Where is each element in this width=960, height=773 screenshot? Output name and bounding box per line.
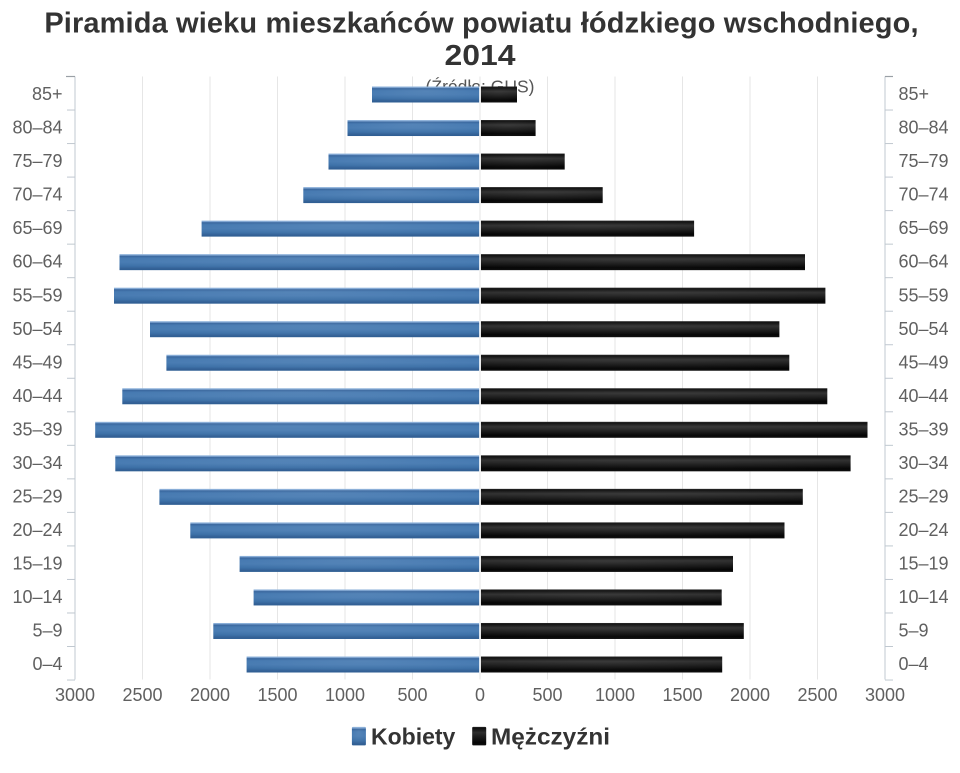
svg-text:80–84: 80–84 [12, 118, 62, 138]
svg-text:30–34: 30–34 [899, 453, 949, 473]
svg-text:5–9: 5–9 [899, 621, 929, 641]
svg-text:35–39: 35–39 [12, 419, 62, 439]
svg-text:10–14: 10–14 [899, 587, 949, 607]
svg-text:2014: 2014 [445, 40, 516, 72]
svg-text:30–34: 30–34 [12, 453, 62, 473]
svg-text:80–84: 80–84 [899, 118, 949, 138]
svg-text:0–4: 0–4 [32, 654, 62, 674]
svg-text:1500: 1500 [257, 685, 297, 705]
svg-text:65–69: 65–69 [12, 218, 62, 238]
svg-text:40–44: 40–44 [899, 386, 949, 406]
svg-text:5–9: 5–9 [32, 621, 62, 641]
svg-text:35–39: 35–39 [899, 419, 949, 439]
svg-text:3000: 3000 [55, 685, 95, 705]
svg-text:75–79: 75–79 [12, 151, 62, 171]
svg-text:60–64: 60–64 [12, 252, 62, 272]
svg-text:85+: 85+ [899, 84, 930, 104]
svg-text:10–14: 10–14 [12, 587, 62, 607]
svg-text:40–44: 40–44 [12, 386, 62, 406]
svg-text:Mężczyźni: Mężczyźni [491, 724, 610, 750]
svg-text:55–59: 55–59 [12, 285, 62, 305]
svg-text:3000: 3000 [865, 685, 905, 705]
svg-text:70–74: 70–74 [12, 185, 62, 205]
svg-text:1000: 1000 [595, 685, 635, 705]
svg-text:500: 500 [532, 685, 562, 705]
svg-text:20–24: 20–24 [899, 520, 949, 540]
svg-text:1000: 1000 [325, 685, 365, 705]
svg-text:Piramida wieku mieszkańców pow: Piramida wieku mieszkańców powiatu łódzk… [44, 8, 918, 40]
svg-text:Kobiety: Kobiety [371, 724, 456, 750]
svg-text:45–49: 45–49 [12, 352, 62, 372]
svg-text:65–69: 65–69 [899, 218, 949, 238]
svg-text:15–19: 15–19 [899, 553, 949, 573]
svg-text:25–29: 25–29 [12, 486, 62, 506]
svg-text:85+: 85+ [32, 84, 63, 104]
svg-text:0: 0 [475, 685, 485, 705]
svg-text:75–79: 75–79 [899, 151, 949, 171]
svg-text:50–54: 50–54 [899, 319, 949, 339]
svg-text:15–19: 15–19 [12, 553, 62, 573]
svg-text:2500: 2500 [122, 685, 162, 705]
svg-text:45–49: 45–49 [899, 352, 949, 372]
svg-text:500: 500 [397, 685, 427, 705]
svg-text:60–64: 60–64 [899, 252, 949, 272]
svg-text:1500: 1500 [662, 685, 702, 705]
svg-text:2500: 2500 [797, 685, 837, 705]
svg-text:25–29: 25–29 [899, 486, 949, 506]
svg-text:20–24: 20–24 [12, 520, 62, 540]
svg-text:70–74: 70–74 [899, 185, 949, 205]
svg-text:50–54: 50–54 [12, 319, 62, 339]
svg-text:2000: 2000 [190, 685, 230, 705]
svg-text:2000: 2000 [730, 685, 770, 705]
svg-text:0–4: 0–4 [899, 654, 929, 674]
svg-text:55–59: 55–59 [899, 285, 949, 305]
